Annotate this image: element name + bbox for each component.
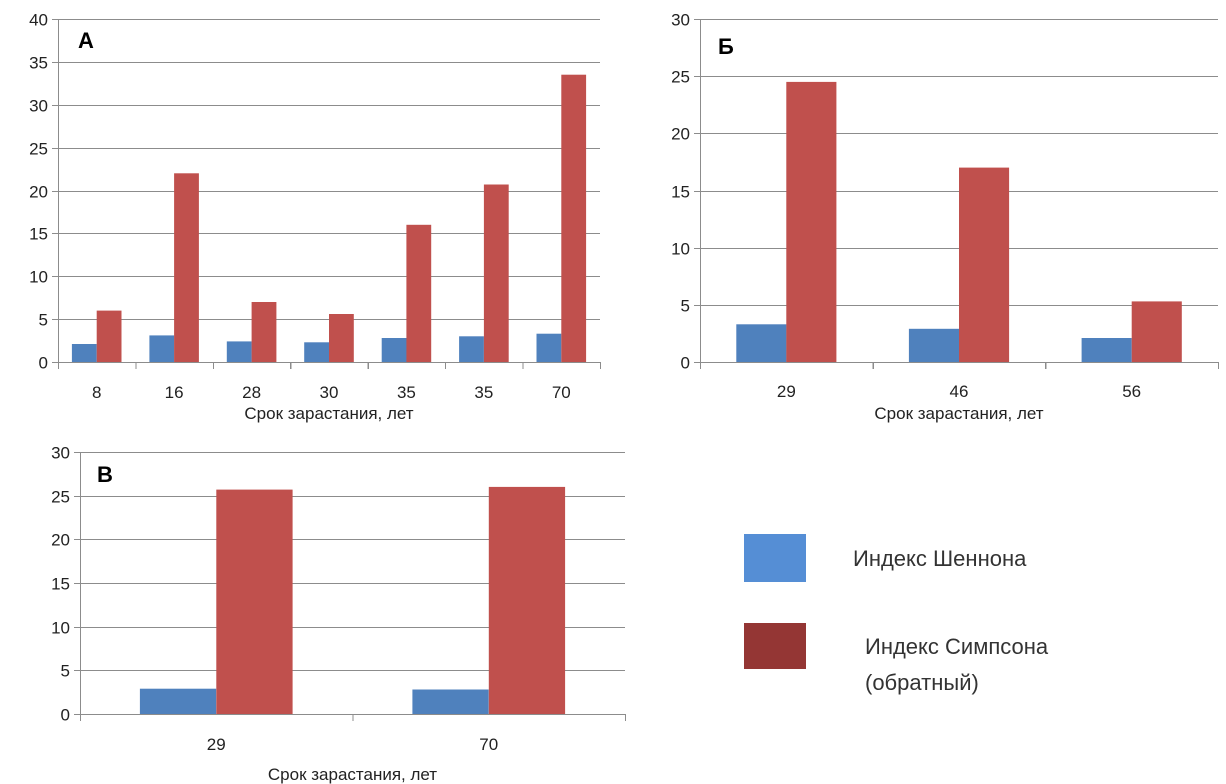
bar-shannon xyxy=(536,333,562,362)
bar-shannon xyxy=(736,324,787,362)
bar-simpson xyxy=(96,310,122,362)
bar-shannon xyxy=(381,338,407,362)
y-tick-label: 25 xyxy=(29,140,48,159)
bar-shannon xyxy=(459,336,484,362)
x-tick-label: 28 xyxy=(242,383,261,402)
bar-simpson xyxy=(959,167,1010,362)
y-tick-label: 0 xyxy=(681,354,690,373)
y-tick-label: 35 xyxy=(29,54,48,73)
panel-label: А xyxy=(78,28,94,53)
bar-simpson xyxy=(174,173,199,362)
bar-simpson xyxy=(329,314,354,362)
bar-simpson xyxy=(786,81,837,363)
panel-label: В xyxy=(97,462,113,487)
legend-swatch-shannon xyxy=(744,534,806,582)
legend-label-shannon: Индекс Шеннона xyxy=(853,546,1027,571)
bar-shannon xyxy=(226,341,252,362)
bar-shannon xyxy=(139,688,217,714)
y-tick-label: 20 xyxy=(29,183,48,202)
y-tick-label: 0 xyxy=(61,706,70,725)
y-tick-label: 30 xyxy=(51,444,70,463)
bar-shannon xyxy=(412,689,489,714)
y-tick-label: 20 xyxy=(671,125,690,144)
bar-shannon xyxy=(908,328,959,362)
bar-simpson xyxy=(483,184,509,362)
x-tick-label: 16 xyxy=(165,383,184,402)
y-tick-label: 15 xyxy=(671,183,690,202)
bar-simpson xyxy=(561,74,587,362)
panel-v-chart: 0 5 10 15 20 25 30 29 70 Срок зарастания, лет В xyxy=(51,444,627,784)
y-tick-label: 10 xyxy=(671,240,690,259)
x-tick-label: 46 xyxy=(950,382,969,401)
x-tick-label: 70 xyxy=(479,735,498,754)
y-tick-label: 15 xyxy=(51,575,70,594)
panel-label: Б xyxy=(718,34,734,59)
y-tick-label: 25 xyxy=(51,488,70,507)
bar-shannon xyxy=(1081,338,1132,362)
legend-label-simpson-line1: Индекс Симпсона xyxy=(865,634,1049,659)
y-tick-label: 40 xyxy=(29,11,48,30)
y-tick-label: 5 xyxy=(61,662,70,681)
x-tick-label: 8 xyxy=(92,383,101,402)
y-tick-label: 0 xyxy=(39,354,48,373)
x-tick-label: 70 xyxy=(552,383,571,402)
bar-shannon xyxy=(304,342,329,362)
legend-label-simpson-line2: (обратный) xyxy=(865,670,979,695)
x-tick-label: 35 xyxy=(474,383,493,402)
y-tick-label: 5 xyxy=(681,297,690,316)
bar-simpson xyxy=(251,302,277,362)
bar-simpson xyxy=(216,489,293,714)
x-tick-label: 29 xyxy=(207,735,226,754)
panel-b-chart: 0 5 10 15 20 25 30 29 46 56 Срок зарастания, лет Б xyxy=(671,11,1220,423)
legend-swatch-simpson xyxy=(744,623,806,669)
y-tick-label: 25 xyxy=(671,68,690,87)
legend: Индекс Шеннона Индекс Симпсона (обратный… xyxy=(744,534,1049,695)
x-tick-label: 30 xyxy=(320,383,339,402)
x-axis-title: Срок зарастания, лет xyxy=(244,404,413,423)
y-tick-label: 15 xyxy=(29,225,48,244)
x-axis-title: Срок зарастания, лет xyxy=(268,765,437,784)
y-tick-label: 30 xyxy=(671,11,690,30)
bar-shannon xyxy=(149,335,175,362)
bar-simpson xyxy=(406,224,432,362)
y-tick-label: 5 xyxy=(39,311,48,330)
x-tick-label: 56 xyxy=(1122,382,1141,401)
y-tick-label: 20 xyxy=(51,531,70,550)
panel-a-chart: 0 5 10 15 20 25 30 35 40 8 16 28 30 35 35 70 Срок зараст… xyxy=(29,11,602,423)
bar-simpson xyxy=(488,486,566,714)
y-tick-label: 10 xyxy=(51,619,70,638)
bar-simpson xyxy=(1131,301,1182,362)
bar-shannon xyxy=(71,344,97,362)
x-tick-label: 35 xyxy=(397,383,416,402)
x-axis-title: Срок зарастания, лет xyxy=(874,404,1043,423)
x-tick-label: 29 xyxy=(777,382,796,401)
y-tick-label: 30 xyxy=(29,97,48,116)
y-tick-label: 10 xyxy=(29,268,48,287)
